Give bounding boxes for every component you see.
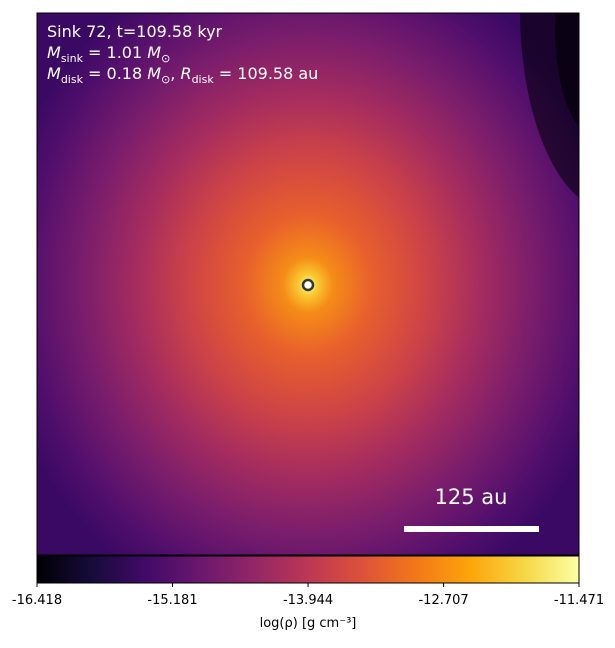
sink-marker (301, 278, 315, 292)
annotation-text: M (147, 43, 161, 62)
annotation-text: ⊙ (161, 52, 170, 65)
density-image (37, 13, 579, 555)
colorbar-axis: -16.418 -15.181 -13.944 -12.707 -11.471 (12, 583, 604, 608)
annotation-text: M (47, 64, 61, 83)
colorbar-tick-label: -13.944 (283, 593, 333, 608)
colorbar-tick-label: -12.707 (418, 593, 468, 608)
annotation-line: Msink = 1.01 M⊙ (47, 43, 170, 65)
annotation-text: = 1.01 (83, 43, 147, 62)
annotation-text: ⊙ (161, 73, 170, 86)
annotation-text: R (180, 64, 191, 83)
annotation-text: M (47, 43, 61, 62)
plot-frame (36, 12, 580, 556)
annotation-text: disk (61, 73, 84, 86)
annotation-line: Mdisk = 0.18 M⊙, Rdisk = 109.58 au (47, 64, 318, 86)
annotation-text: = 109.58 au (214, 64, 319, 83)
annotation-text: , (170, 64, 180, 83)
annotation-text: = 0.18 (83, 64, 147, 83)
colorbar-tick-label: -11.471 (554, 593, 604, 608)
colorbar-tick-label: -16.418 (12, 593, 62, 608)
scale-bar-label: 125 au (435, 485, 508, 509)
annotation-text: sink (61, 52, 84, 65)
annotation-line: Sink 72, t=109.58 kyr (47, 22, 223, 41)
colorbar (36, 555, 580, 584)
annotation-text: M (147, 64, 161, 83)
annotation-text: disk (192, 73, 215, 86)
colorbar-tick-label: -15.181 (147, 593, 197, 608)
annotation-text: Sink 72, t=109.58 kyr (47, 22, 223, 41)
colorbar-label: log(ρ) [g cm⁻³] (260, 616, 357, 631)
